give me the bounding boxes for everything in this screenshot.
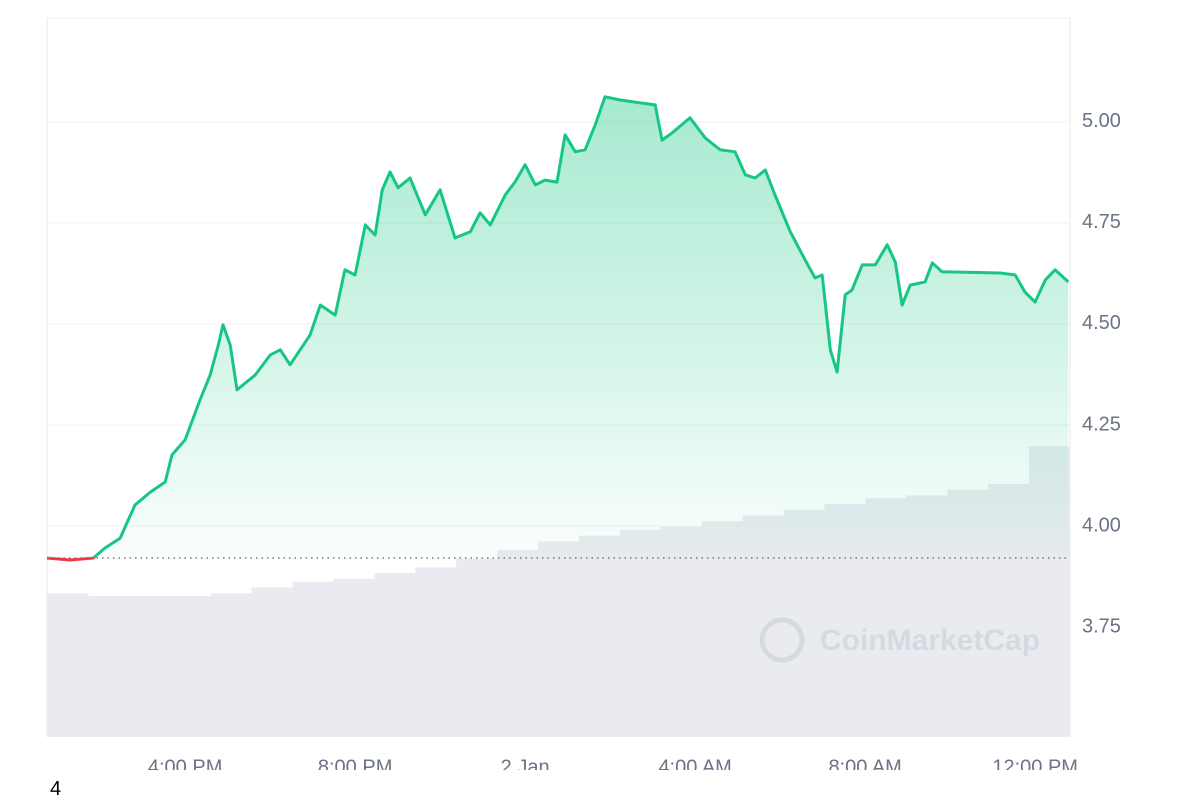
watermark-text: CoinMarketCap — [820, 624, 1040, 657]
volume-bar — [251, 587, 294, 737]
volume-bar — [128, 596, 171, 737]
y-tick-label: 4.00 — [1082, 514, 1121, 536]
x-tick-label: 2 Jan — [501, 756, 550, 770]
x-tick-label: 4:00 AM — [658, 756, 731, 770]
chart: 3.75 4.00 4.25 4.50 4.75 5.00 4:00 PM 8:00 PM 2 … — [46, 17, 1121, 770]
volume-bar — [47, 593, 89, 737]
volume-bar — [87, 596, 130, 737]
x-tick-label: 8:00 AM — [828, 756, 901, 770]
x-tick-label: 8:00 PM — [318, 756, 392, 770]
watermark-logo — [759, 617, 805, 663]
volume-bar — [292, 581, 334, 737]
x-tick-label: 12:00 PM — [992, 756, 1078, 770]
y-tick-label: 5.00 — [1082, 110, 1121, 132]
volume-bar — [538, 541, 580, 737]
y-tick-label: 3.75 — [1082, 615, 1121, 637]
y-tick-label: 4.50 — [1082, 312, 1121, 334]
volume-bar — [210, 593, 253, 737]
y-tick-label: 4.75 — [1082, 211, 1121, 233]
footnote: 4 — [50, 778, 62, 800]
x-tick-label: 4:00 PM — [148, 756, 222, 770]
volume-bar — [415, 567, 457, 737]
volume-bar — [456, 558, 498, 737]
volume-bar — [660, 527, 703, 737]
volume-bar — [333, 578, 375, 737]
watermark: CoinMarketCap — [759, 617, 1040, 663]
volume-bar — [169, 596, 212, 737]
area — [47, 96, 1069, 558]
page: {"chart_data": { "type": "line", "x": [1… — [46, 17, 1121, 800]
volume-bar — [374, 573, 416, 737]
volume-bar — [497, 550, 539, 737]
volume-bar — [578, 535, 621, 737]
y-tick-label: 4.25 — [1082, 413, 1121, 435]
price-line-up — [47, 95, 1070, 558]
plot: 3.75 4.00 4.25 4.50 4.75 5.00 4:00 PM 8:00 PM 2 … — [46, 17, 1121, 770]
volume-bar — [619, 529, 662, 737]
